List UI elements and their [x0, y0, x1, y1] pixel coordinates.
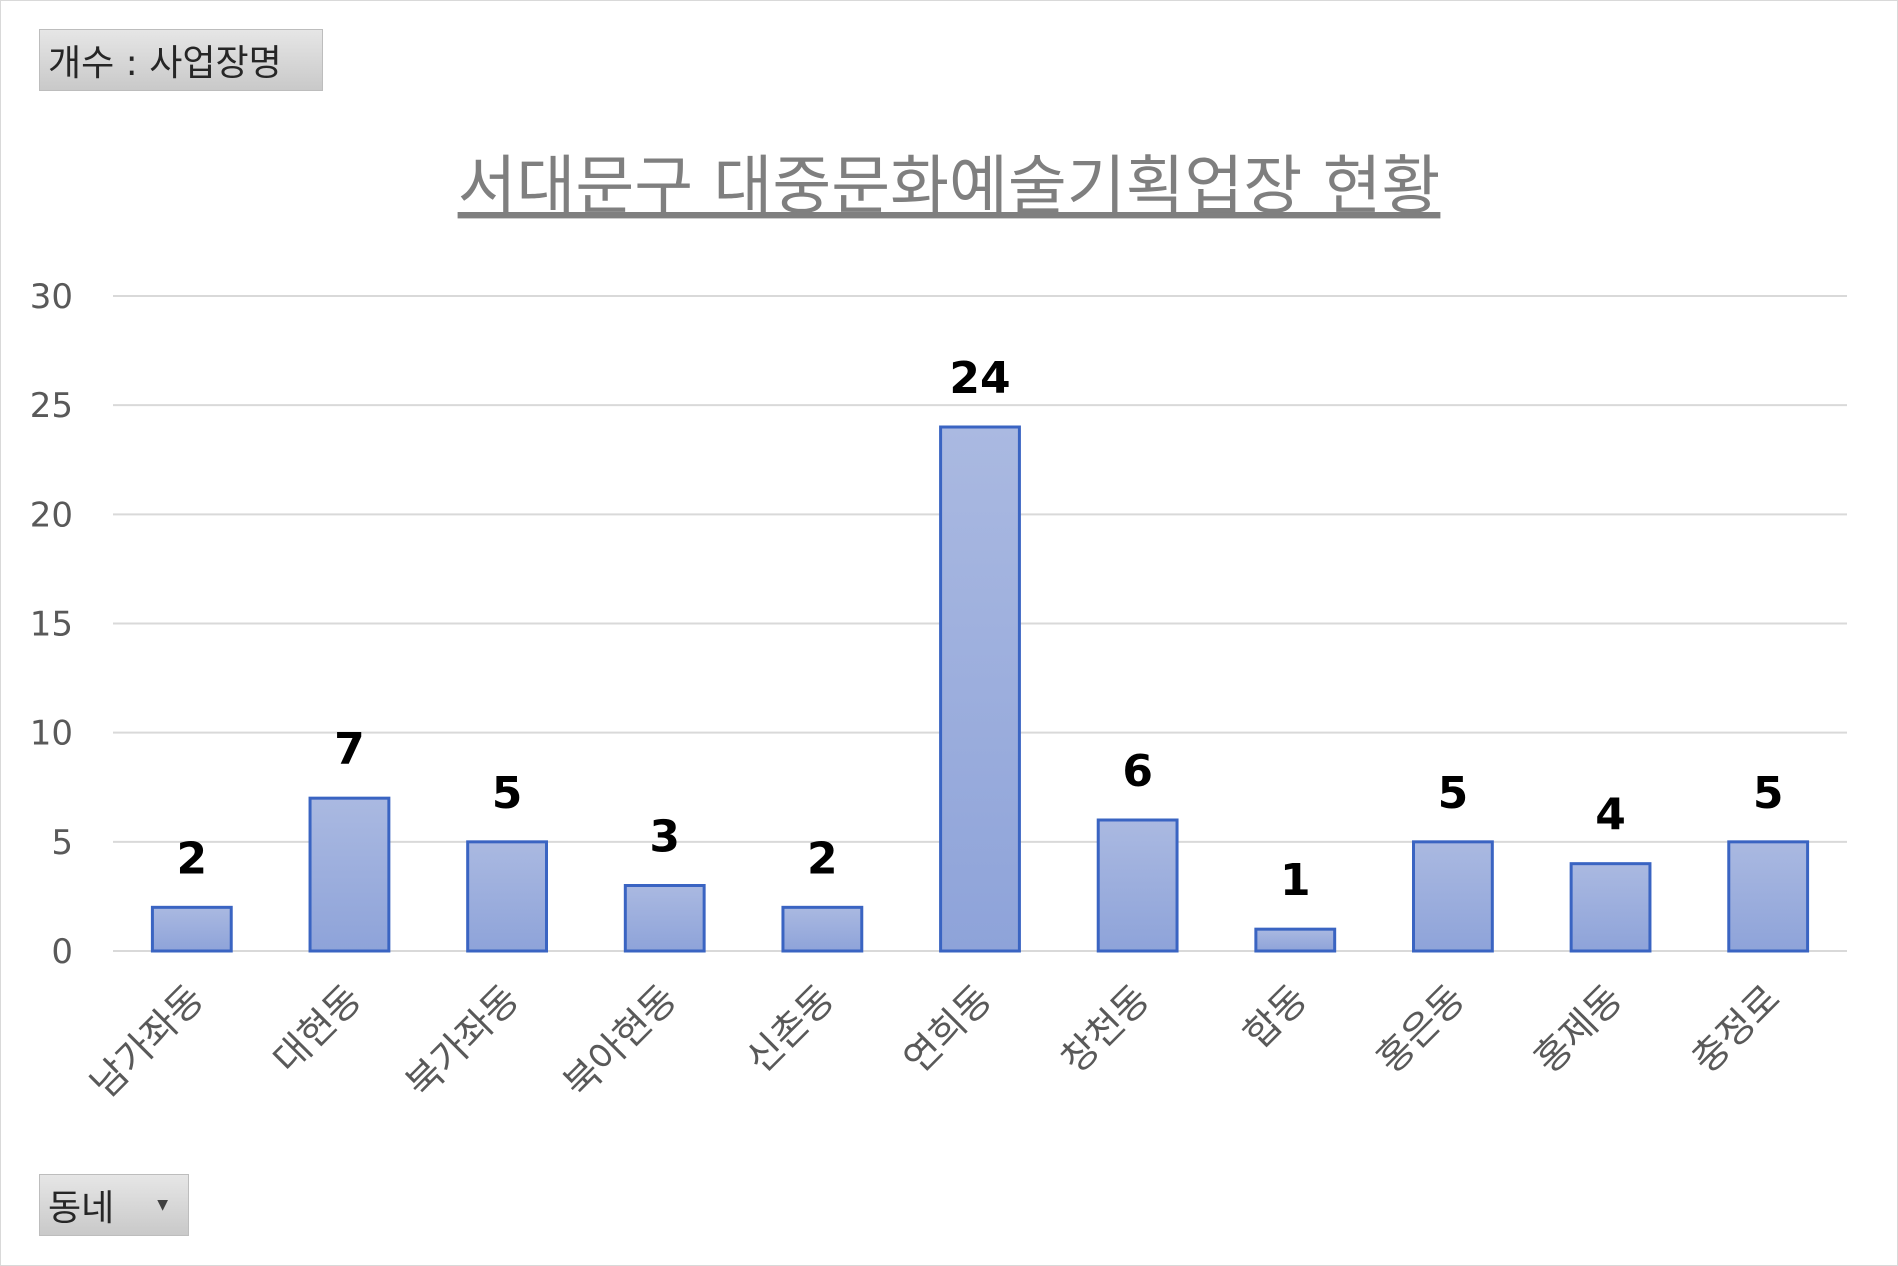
bar-연희동	[939, 425, 1021, 953]
bar-충정로	[1727, 840, 1810, 953]
x-tick-label: 북가좌동	[397, 976, 527, 1106]
data-label: 7	[334, 724, 365, 775]
x-tick-label: 남가좌동	[82, 976, 212, 1106]
bar-창천동	[1096, 818, 1179, 953]
data-label: 3	[649, 812, 680, 863]
x-tick-label: 창천동	[1053, 976, 1158, 1081]
value-field-label: 개수 : 사업장명	[48, 43, 282, 84]
data-label: 5	[1753, 768, 1784, 819]
x-axis-ticks: 남가좌동 대현동 북가좌동 북아현동 신촌동 연희동 창천동 합동 홍은동 홍제동 충정로	[82, 976, 1788, 1106]
x-tick-label: 대현동	[265, 976, 370, 1081]
axis-field-label: 동네	[48, 1188, 115, 1229]
y-tick-label: 25	[30, 386, 73, 426]
x-tick-label: 합동	[1235, 976, 1316, 1057]
y-tick-label: 0	[51, 932, 73, 972]
bar-홍은동	[1412, 840, 1494, 953]
bar-대현동	[308, 796, 391, 953]
x-tick-label: 연희동	[895, 976, 1000, 1081]
data-label: 2	[177, 833, 208, 884]
y-tick-label: 10	[30, 714, 73, 754]
x-tick-label: 홍은동	[1368, 976, 1473, 1081]
x-tick-label: 홍제동	[1526, 976, 1631, 1081]
x-tick-label: 북아현동	[555, 976, 685, 1106]
y-tick-label: 20	[30, 495, 73, 535]
bar-신촌동	[781, 905, 864, 953]
bar-남가좌동	[150, 905, 233, 953]
value-field-button[interactable]: 개수 : 사업장명	[39, 29, 323, 91]
y-axis-ticks: 0 5 10 15 20 25 30	[30, 277, 73, 972]
data-label: 4	[1595, 790, 1626, 841]
data-labels: 2 7 5 3 2 24 6 1 5 4 5	[177, 353, 1784, 906]
x-tick-label: 신촌동	[737, 976, 842, 1081]
bars	[150, 425, 1810, 953]
bar-북아현동	[623, 884, 706, 953]
bar-합동	[1254, 927, 1337, 953]
data-label: 6	[1122, 746, 1153, 797]
y-tick-label: 15	[30, 605, 73, 645]
chart-title: 서대문구 대중문화예술기획업장 현황	[458, 150, 1441, 224]
data-label: 24	[949, 353, 1010, 404]
data-label: 5	[1438, 768, 1469, 819]
data-label: 2	[807, 833, 838, 884]
y-tick-label: 30	[30, 277, 73, 317]
x-tick-label: 충정로	[1683, 976, 1788, 1081]
axis-field-dropdown[interactable]: 동네 ▼	[39, 1174, 189, 1236]
bar-북가좌동	[466, 840, 549, 953]
bar-홍제동	[1569, 862, 1652, 953]
data-label: 1	[1280, 855, 1311, 906]
dropdown-arrow-icon: ▼	[157, 1197, 168, 1213]
y-tick-label: 5	[51, 823, 73, 863]
data-label: 5	[492, 768, 523, 819]
